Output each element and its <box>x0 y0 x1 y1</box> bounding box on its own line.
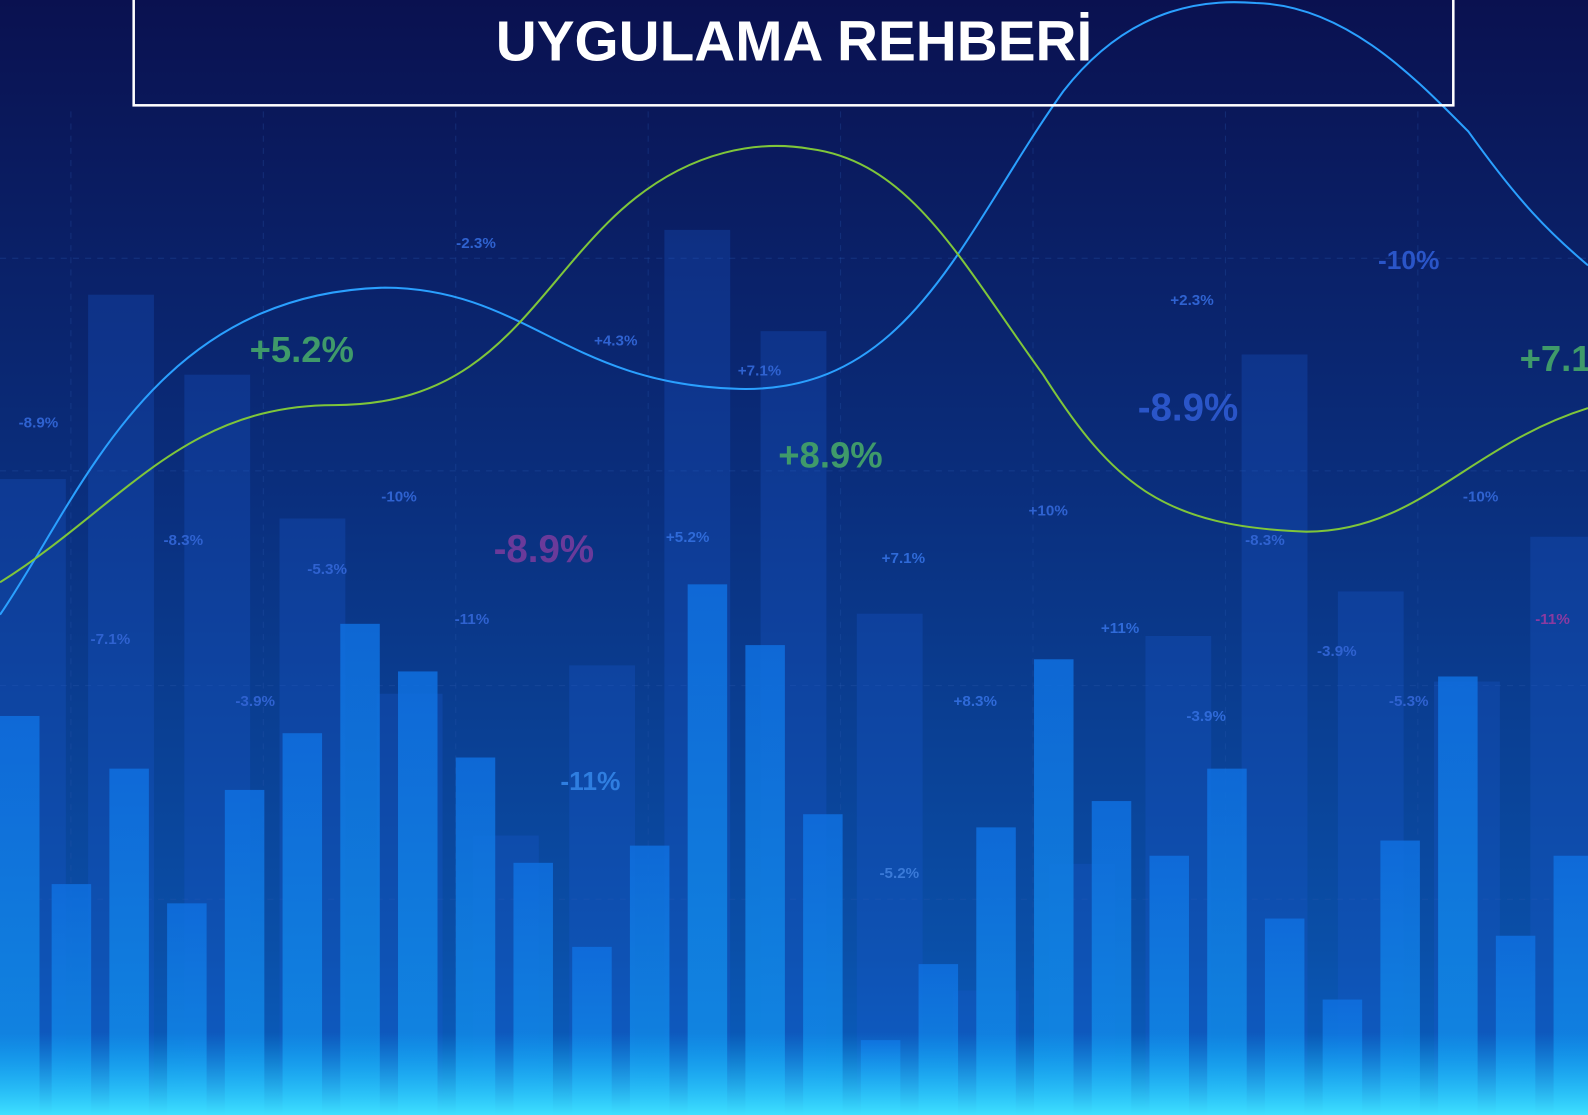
percent-label: +7.1% <box>738 363 782 380</box>
percent-label: -11% <box>1535 611 1570 628</box>
percent-label: -2.3% <box>456 235 496 252</box>
percent-label: -10% <box>381 488 417 505</box>
percent-label: -3.9% <box>1317 643 1357 660</box>
percent-label: -8.9% <box>494 528 595 571</box>
percent-label: -10% <box>1378 245 1439 275</box>
percent-label: -10% <box>1463 488 1499 505</box>
percent-label: -5.3% <box>307 561 347 578</box>
percent-label: +11% <box>1101 620 1140 637</box>
page: +5.2% -2.3% +4.3% +7.1% -8.9% +8.9% -10% -8.3% -… <box>0 0 1588 1115</box>
percent-label: +5.2% <box>250 329 354 370</box>
percent-label: -8.9% <box>19 414 59 431</box>
percent-label: +10% <box>1029 502 1069 519</box>
percent-label: -3.9% <box>235 693 275 710</box>
percent-label: -8.3% <box>163 532 203 549</box>
percent-label: -8.3% <box>1245 532 1285 549</box>
percent-label: +7.1% <box>1520 338 1588 379</box>
percent-label: -7.1% <box>91 631 131 648</box>
percent-label: +5.2% <box>666 529 710 546</box>
title: UYGULAMA REHBERİ <box>496 11 1092 74</box>
percent-label: -3.9% <box>1186 708 1226 725</box>
percent-label: -11% <box>560 766 620 796</box>
percent-label: -5.2% <box>879 865 919 882</box>
percent-label: +7.1% <box>882 550 926 567</box>
banner: +5.2% -2.3% +4.3% +7.1% -8.9% +8.9% -10% -8.3% -… <box>0 0 1588 1115</box>
percent-label: -5.3% <box>1389 693 1429 710</box>
percent-label: +8.3% <box>954 693 998 710</box>
percent-label: -11% <box>455 611 490 628</box>
percent-label: +4.3% <box>594 332 638 349</box>
percent-label: +8.9% <box>778 434 882 475</box>
percent-label: +2.3% <box>1170 292 1214 309</box>
bottom-glow <box>0 1033 1588 1115</box>
percent-label: -8.9% <box>1138 386 1239 429</box>
